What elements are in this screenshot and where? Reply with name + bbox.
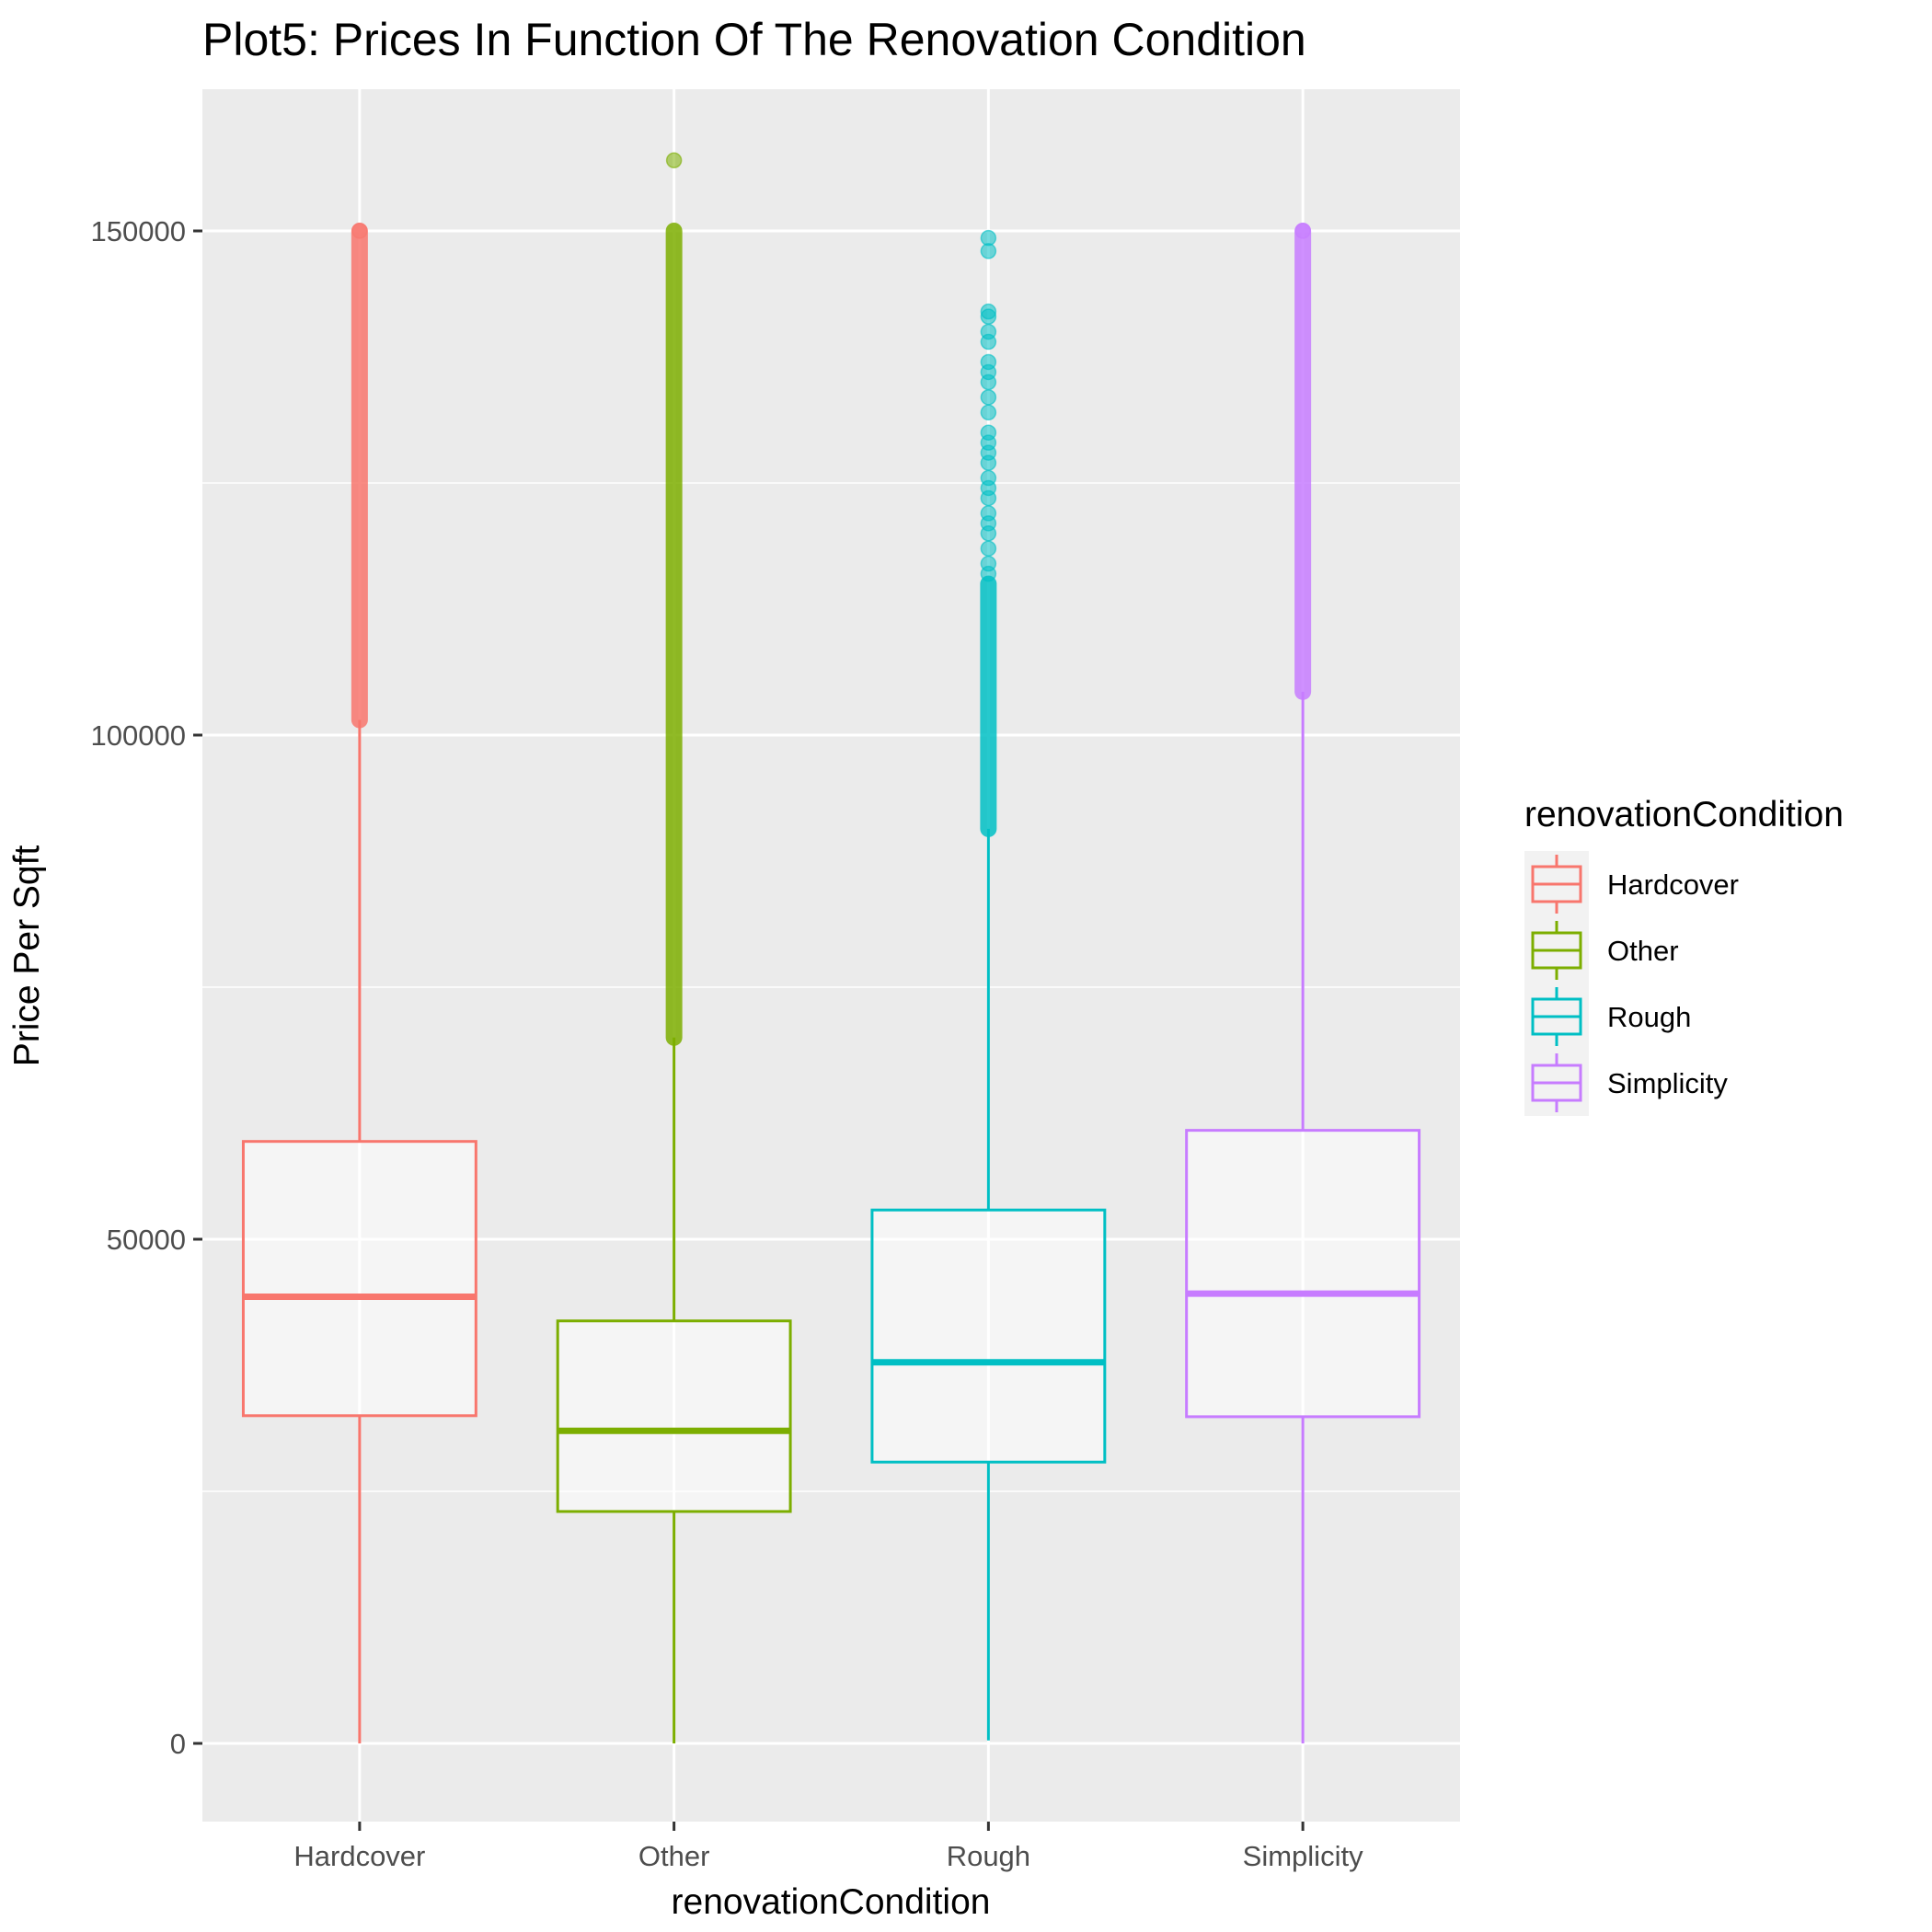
y-tick-label: 100000 [91,719,186,752]
y-axis-title: Price Per Sqft [7,845,47,1067]
x-axis-title: renovationCondition [672,1882,991,1922]
y-tick-label: 0 [170,1728,186,1760]
outlier-point [1294,223,1311,239]
panel-background [202,89,1460,1822]
x-tick-label: Rough [947,1840,1030,1872]
outlier-point [980,353,997,371]
box-body [870,1208,1107,1464]
outlier-point [980,229,997,247]
y-tick-label: 150000 [91,215,186,247]
outlier-point [980,540,997,557]
outlier-point [980,303,997,320]
legend: renovationCondition Hardcover Other Rough S… [1524,795,1844,1116]
outlier-point [980,404,997,421]
box-rough [870,229,1107,1741]
legend-item-simplicity: Simplicity [1524,1050,1728,1116]
legend-item-hardcover: Hardcover [1524,851,1739,917]
outlier-point [980,505,997,522]
outlier-point [980,555,997,572]
legend-label: Rough [1607,1001,1691,1033]
legend-label: Other [1607,935,1679,967]
legend-title: renovationCondition [1524,795,1844,834]
box-body [556,1319,792,1513]
box-other [556,152,792,1743]
x-tick-label: Hardcover [293,1840,425,1872]
legend-item-rough: Rough [1524,983,1691,1050]
box-body [241,1140,477,1418]
box-simplicity [1185,223,1421,1743]
legend-label: Simplicity [1607,1067,1728,1099]
outlier-point [980,323,997,340]
legend-item-other: Other [1524,917,1679,983]
y-axis: 0 50000 100000 150000 [91,215,202,1760]
outlier-point [980,389,997,406]
chart-title: Plot5: Prices In Function Of The Renovat… [202,14,1306,65]
outlier-point [665,152,683,169]
box-body [1185,1129,1421,1419]
y-tick-label: 50000 [107,1224,186,1256]
plot-panel [202,89,1460,1822]
outlier-point [980,469,997,487]
box-hardcover [241,223,477,1743]
outlier-point [351,223,368,239]
legend-label: Hardcover [1607,868,1739,901]
x-tick-label: Simplicity [1243,1840,1363,1872]
outlier-point [980,424,997,441]
x-axis: Hardcover Other Rough Simplicity [293,1822,1363,1872]
x-tick-label: Other [638,1840,710,1872]
